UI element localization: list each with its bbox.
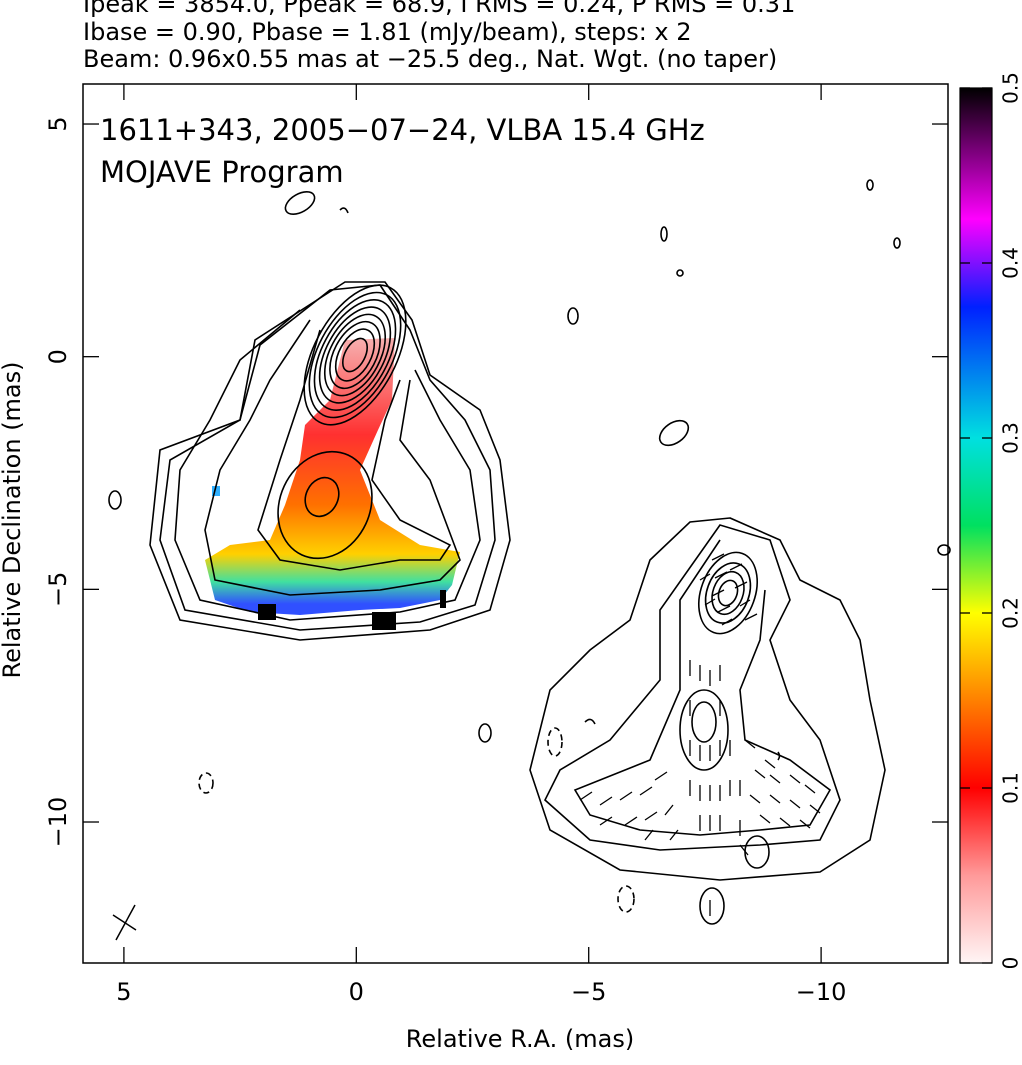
header: Ipeak = 3854.0, Ppeak = 68.9, I RMS = 0.… [83,0,795,73]
plot-frame [83,84,948,963]
colorbar-tick-label: 0 [999,957,1022,970]
y-tick-label: 0 [44,349,72,364]
colorbar-tick-label: 0.1 [999,772,1022,804]
colorbar-tick-label: 0.2 [999,597,1022,629]
title-line: Ibase = 0.90, Pbase = 1.81 (mJy/beam), s… [83,18,692,46]
x-axis-label: Relative R.A. (mas) [406,1025,634,1053]
y-tick-label: 5 [44,116,72,131]
contours-right [530,518,885,924]
y-tick-label: −5 [44,572,72,607]
title-line: Ipeak = 3854.0, Ppeak = 68.9, I RMS = 0.… [83,0,795,18]
x-tick-label: 5 [116,978,131,1006]
colorbar [960,88,992,963]
x-tick-label: −5 [571,978,606,1006]
annotation: 1611+343, 2005−07−24, VLBA 15.4 GHz [100,113,705,147]
x-tick-label: −10 [796,978,847,1006]
polarization-vectors [580,554,820,916]
colorbar-tick-label: 0.4 [999,247,1022,279]
y-axis-label: Relative Declination (mas) [0,361,26,678]
contours-left [109,180,950,793]
annotation: MOJAVE Program [100,155,344,189]
y-tick-label: −10 [44,797,72,848]
title-line: Beam: 0.96x0.55 mas at −25.5 deg., Nat. … [83,45,777,73]
x-tick-label: 0 [349,978,364,1006]
beam-marker [113,905,136,940]
colorbar-tick-label: 0.3 [999,422,1022,454]
colorbar-tick-label: 0.5 [999,72,1022,104]
